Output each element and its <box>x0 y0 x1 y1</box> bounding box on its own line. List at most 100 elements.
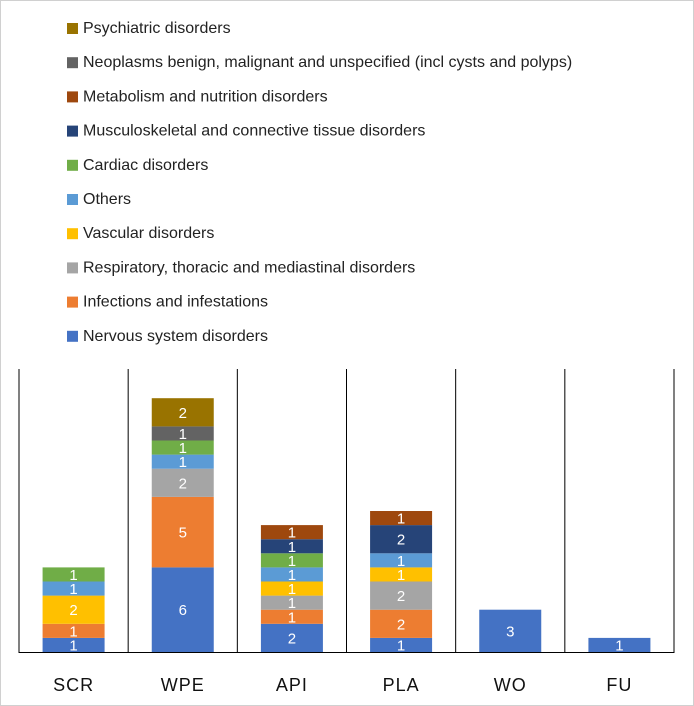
bar-segment <box>42 595 105 624</box>
bar-segment <box>260 581 323 596</box>
legend-label: Metabolism and nutrition disorders <box>83 88 328 105</box>
bar-segment <box>260 567 323 582</box>
category-label: FU <box>606 675 632 695</box>
category-label: WPE <box>161 675 205 695</box>
data-label: 3 <box>506 623 514 640</box>
data-label: 1 <box>288 595 296 612</box>
bar-segment <box>151 454 214 469</box>
legend-swatch <box>67 194 78 205</box>
data-label: 1 <box>397 567 405 584</box>
bar-segment <box>151 496 214 568</box>
data-label: 1 <box>288 553 296 570</box>
data-label: 2 <box>69 602 77 619</box>
bar-segment <box>370 609 433 638</box>
legend-swatch <box>67 228 78 240</box>
bar-segment <box>370 637 433 652</box>
bar-segment <box>151 567 214 652</box>
data-label: 1 <box>179 440 187 457</box>
data-label: 1 <box>397 511 405 528</box>
legend-item: Vascular disorders <box>67 225 214 242</box>
bar-segment <box>479 609 542 652</box>
legend-item: Nervous system disorders <box>67 328 268 345</box>
legend-item: Infections and infestations <box>67 294 268 311</box>
data-label: 2 <box>397 532 405 549</box>
legend-swatch <box>67 159 78 171</box>
data-label: 1 <box>615 637 623 654</box>
bar-segment <box>151 468 214 497</box>
bar-segment <box>151 440 214 455</box>
legend-label: Vascular disorders <box>83 225 214 242</box>
data-label: 1 <box>179 426 187 443</box>
bar-segment <box>260 525 323 540</box>
legend-swatch <box>67 296 78 308</box>
data-label: 1 <box>288 581 296 598</box>
legend-swatch <box>67 330 78 342</box>
data-label: 1 <box>69 637 77 654</box>
bar-segment <box>151 398 214 427</box>
data-label: 2 <box>397 616 405 633</box>
data-label: 2 <box>179 475 187 492</box>
bar-segment <box>42 637 105 652</box>
data-label: 1 <box>288 609 296 626</box>
bar-stack-wo: 3 <box>479 609 542 652</box>
legend-label: Musculoskeletal and connective tissue di… <box>83 123 425 140</box>
data-label: 2 <box>397 588 405 605</box>
legend: Psychiatric disorders Neoplasms benign, m… <box>67 20 572 345</box>
bar-segment <box>260 609 323 624</box>
legend-label: Others <box>83 191 131 208</box>
legend-item: Others <box>67 191 131 208</box>
legend-label: Infections and infestations <box>83 294 268 311</box>
category-label: SCR <box>53 675 94 695</box>
bar-segment <box>42 623 105 638</box>
legend-label: Nervous system disorders <box>83 328 268 345</box>
data-label: 1 <box>288 567 296 584</box>
bar-segment <box>260 595 323 610</box>
category-label: PLA <box>383 675 420 695</box>
bar-segment <box>260 539 323 554</box>
data-label: 1 <box>397 637 405 654</box>
bar-segment <box>370 553 433 568</box>
data-label: 1 <box>179 454 187 471</box>
legend-swatch <box>67 262 78 274</box>
bar-segment <box>370 581 433 610</box>
data-label: 1 <box>397 553 405 570</box>
legend-item: Neoplasms benign, malignant and unspecif… <box>67 54 572 71</box>
data-label: 1 <box>69 567 77 584</box>
data-label: 5 <box>179 525 187 542</box>
legend-label: Neoplasms benign, malignant and unspecif… <box>83 54 572 71</box>
legend-swatch <box>67 91 78 103</box>
data-label: 1 <box>69 581 77 598</box>
bar-segment <box>42 567 105 582</box>
data-label: 1 <box>288 539 296 556</box>
bar-segment <box>260 623 323 652</box>
legend-item: Psychiatric disorders <box>67 20 231 37</box>
legend-item: Respiratory, thoracic and mediastinal di… <box>67 259 415 276</box>
legend-swatch <box>67 125 78 137</box>
data-label: 2 <box>288 630 296 647</box>
legend-label: Psychiatric disorders <box>83 20 231 37</box>
data-label: 1 <box>288 525 296 542</box>
data-label: 1 <box>69 623 77 640</box>
bar-segment <box>42 581 105 596</box>
bar-segment <box>370 511 433 526</box>
data-label: 6 <box>179 602 187 619</box>
bar-segment <box>260 553 323 568</box>
category-label: WO <box>494 675 527 695</box>
legend-item: Musculoskeletal and connective tissue di… <box>67 123 425 140</box>
bar-segment <box>370 525 433 554</box>
legend-label: Respiratory, thoracic and mediastinal di… <box>83 259 415 276</box>
legend-item: Cardiac disorders <box>67 157 208 174</box>
legend-swatch <box>67 23 78 34</box>
legend-swatch <box>67 57 78 69</box>
bar-segment <box>588 637 651 652</box>
legend-label: Cardiac disorders <box>83 157 208 174</box>
category-label: API <box>276 675 308 695</box>
x-axis: SCR WPE API PLA WO FU <box>53 675 632 695</box>
